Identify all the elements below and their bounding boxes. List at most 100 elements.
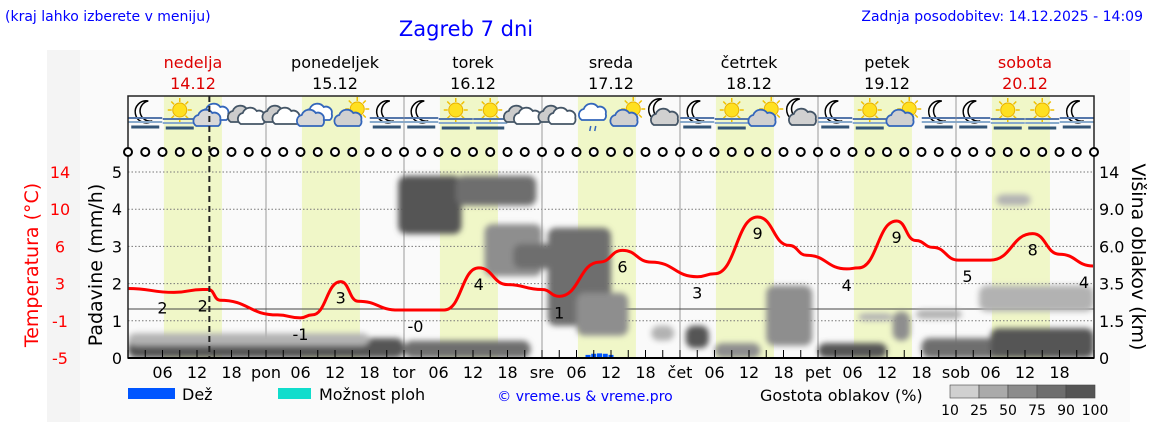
cloud-patch [455, 175, 537, 206]
wind-marker [985, 147, 996, 157]
wind-marker [813, 147, 823, 157]
precip-tick: 3 [112, 237, 122, 256]
temp-tick: -5 [52, 349, 68, 368]
temp-tick: 10 [50, 200, 70, 219]
temperature-axis-label: Temperatura (°C) [21, 183, 43, 348]
density-tick: 50 [999, 403, 1017, 419]
moon-fog-icon [956, 100, 991, 129]
precip-tick: 5 [112, 163, 122, 182]
precip-tick: 4 [112, 200, 122, 219]
temperature-label: 9 [753, 224, 763, 243]
wind-marker [381, 147, 392, 157]
sun-cloud-icon [333, 97, 370, 127]
wind-marker [347, 147, 358, 157]
day-short-label: sre [530, 363, 554, 382]
daylight-band [301, 96, 360, 358]
wind-marker [864, 147, 875, 157]
wind-marker [502, 147, 513, 157]
temperature-label: 2 [157, 298, 167, 317]
rain-bar [597, 353, 602, 358]
day-name: petek [864, 53, 910, 72]
wind-marker [364, 147, 375, 157]
wind-marker [640, 147, 651, 157]
hour-label: 06 [842, 363, 862, 382]
moon-fog-icon [369, 100, 404, 129]
wind-marker [226, 147, 237, 157]
temperature-label: -0 [408, 317, 424, 336]
cloud-patch [651, 325, 675, 341]
temp-axis-panel [47, 50, 80, 422]
temp-tick: 6 [55, 237, 65, 256]
cloud-patch [398, 175, 462, 234]
temperature-line [127, 215, 1094, 320]
wind-marker [623, 147, 634, 157]
wind-marker [882, 147, 892, 157]
day-short-label: sob [942, 363, 970, 382]
day-date: 17.12 [588, 74, 634, 93]
density-tick: 90 [1057, 403, 1075, 419]
temperature-label: 2 [198, 296, 208, 315]
cloud-patch [892, 311, 910, 341]
hour-label: 06 [980, 363, 1000, 382]
wind-marker [588, 147, 599, 157]
partly-cloudy-icon [192, 102, 230, 127]
hour-label: 06 [566, 363, 586, 382]
density-tick: 10 [941, 403, 959, 419]
wind-marker [1020, 147, 1030, 157]
location-hint[interactable]: (kraj lahko izberete v meniju) [5, 9, 211, 25]
temperature-label: 5 [962, 267, 972, 286]
hour-label: 18 [1049, 363, 1069, 382]
cloud-height-tick: 14 [1099, 163, 1119, 182]
wind-marker [312, 147, 323, 157]
wind-marker [968, 147, 979, 157]
moon-fog-icon [404, 100, 439, 129]
wind-marker [416, 147, 427, 157]
sun-fog-icon [438, 98, 473, 130]
sun-cloud-icon [609, 97, 646, 127]
wind-marker [519, 147, 530, 157]
cloud-patch [576, 292, 629, 336]
sun-fog-icon [1025, 98, 1060, 130]
sun-cloud-icon [885, 97, 922, 127]
wind-marker [1037, 147, 1048, 157]
wind-marker [571, 147, 582, 157]
wind-marker [709, 147, 720, 157]
wind-marker [278, 147, 289, 157]
density-tick: 100 [1082, 403, 1109, 419]
moon-fog-icon [128, 100, 163, 129]
hour-label: 18 [221, 363, 241, 382]
temperature-label: 3 [692, 284, 702, 303]
cloud-patch [714, 343, 761, 358]
day-date: 18.12 [726, 74, 772, 93]
wind-marker [795, 147, 806, 157]
hour-label: 12 [877, 363, 897, 382]
wind-marker [157, 147, 168, 157]
moon-fog-icon [1059, 100, 1094, 129]
last-updated: Zadnja posodobitev: 14.12.2025 - 14:09 [861, 9, 1143, 25]
density-swatch [1036, 384, 1067, 399]
credit-link[interactable]: © vreme.us & vreme.pro [497, 389, 672, 405]
density-swatch [978, 384, 1009, 399]
hour-label: 12 [187, 363, 207, 382]
wind-marker [606, 147, 616, 157]
day-name: sreda [589, 53, 633, 72]
hour-label: 18 [635, 363, 655, 382]
cloud-height-tick: 3.5 [1099, 275, 1124, 294]
hour-label: 12 [601, 363, 621, 382]
wind-marker [433, 147, 444, 157]
cloud-patch [990, 328, 1094, 358]
day-date: 20.12 [1002, 74, 1048, 93]
wind-marker [847, 147, 858, 157]
temp-tick: -1 [52, 312, 68, 331]
legend-rain-swatch [128, 388, 175, 399]
day-name: ponedeljek [291, 53, 380, 72]
overcast-icon [537, 104, 577, 125]
wind-marker [537, 147, 547, 157]
day-short-label: pet [805, 363, 831, 382]
hour-label: 18 [773, 363, 793, 382]
wind-marker [761, 147, 772, 157]
wind-marker [933, 147, 944, 157]
precip-tick: 1 [112, 312, 122, 331]
